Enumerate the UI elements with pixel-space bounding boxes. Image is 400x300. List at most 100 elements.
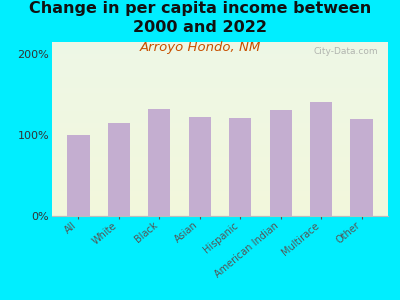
- Bar: [52, 168, 388, 169]
- Bar: [52, 194, 388, 195]
- Bar: [52, 192, 388, 193]
- Bar: [52, 66, 388, 67]
- Bar: [52, 82, 388, 83]
- Bar: [52, 102, 388, 103]
- Bar: [52, 98, 388, 99]
- Bar: [52, 104, 388, 105]
- Bar: [52, 161, 388, 162]
- Bar: [52, 119, 388, 120]
- Bar: [52, 88, 388, 89]
- Bar: [52, 175, 388, 176]
- Bar: [52, 174, 388, 175]
- Bar: [52, 52, 388, 53]
- Bar: [52, 154, 388, 155]
- Bar: [52, 185, 388, 186]
- Bar: [52, 170, 388, 171]
- Bar: [52, 63, 388, 64]
- Bar: [52, 207, 388, 208]
- Bar: [52, 196, 388, 197]
- Bar: [310, 102, 332, 216]
- Bar: [52, 45, 388, 46]
- Bar: [52, 118, 388, 119]
- Bar: [52, 181, 388, 182]
- Bar: [52, 54, 388, 55]
- Bar: [52, 147, 388, 148]
- Bar: [52, 163, 388, 164]
- Bar: [52, 74, 388, 75]
- Bar: [52, 171, 388, 172]
- Bar: [52, 191, 388, 192]
- Bar: [52, 123, 388, 124]
- Bar: [52, 79, 388, 80]
- Bar: [52, 42, 388, 43]
- Bar: [52, 59, 388, 60]
- Bar: [52, 155, 388, 156]
- Bar: [52, 182, 388, 183]
- Bar: [52, 201, 388, 202]
- Bar: [52, 164, 388, 165]
- Bar: [52, 167, 388, 168]
- Bar: [52, 70, 388, 71]
- Bar: [52, 48, 388, 49]
- Bar: [52, 77, 388, 78]
- Bar: [52, 75, 388, 76]
- Bar: [52, 55, 388, 56]
- Bar: [52, 200, 388, 201]
- Bar: [52, 135, 388, 136]
- Bar: [52, 56, 388, 57]
- Bar: [52, 100, 388, 101]
- Bar: [52, 209, 388, 210]
- Bar: [52, 179, 388, 180]
- Bar: [52, 122, 388, 123]
- Bar: [52, 193, 388, 194]
- Bar: [52, 71, 388, 72]
- Bar: [52, 173, 388, 174]
- Text: Change in per capita income between
2000 and 2022: Change in per capita income between 2000…: [29, 2, 371, 35]
- Bar: [108, 123, 130, 216]
- Bar: [52, 83, 388, 84]
- Bar: [52, 199, 388, 200]
- Bar: [52, 108, 388, 109]
- Bar: [52, 43, 388, 44]
- Bar: [52, 93, 388, 94]
- Bar: [52, 208, 388, 209]
- Bar: [52, 76, 388, 77]
- Bar: [52, 160, 388, 161]
- Bar: [52, 130, 388, 131]
- Bar: [52, 118, 388, 119]
- Bar: [52, 214, 388, 215]
- Bar: [52, 126, 388, 127]
- Bar: [52, 85, 388, 86]
- Text: Arroyo Hondo, NM: Arroyo Hondo, NM: [139, 40, 261, 53]
- Bar: [52, 95, 388, 96]
- Bar: [52, 58, 388, 59]
- Bar: [52, 149, 388, 150]
- Bar: [52, 152, 388, 153]
- Bar: [52, 159, 388, 160]
- Bar: [52, 146, 388, 147]
- Bar: [52, 166, 388, 167]
- Bar: [52, 101, 388, 102]
- Bar: [52, 121, 388, 122]
- Bar: [229, 118, 251, 216]
- Bar: [52, 117, 388, 118]
- Bar: [52, 87, 388, 88]
- Bar: [52, 94, 388, 95]
- Bar: [52, 109, 388, 110]
- Bar: [52, 145, 388, 146]
- Bar: [52, 60, 388, 61]
- Bar: [52, 113, 388, 114]
- Bar: [52, 197, 388, 198]
- Bar: [52, 177, 388, 178]
- Bar: [52, 215, 388, 216]
- Bar: [52, 51, 388, 52]
- Bar: [52, 141, 388, 142]
- Bar: [52, 62, 388, 63]
- Bar: [52, 115, 388, 116]
- Bar: [52, 139, 388, 140]
- Bar: [52, 133, 388, 134]
- Bar: [52, 136, 388, 137]
- Bar: [52, 143, 388, 144]
- Bar: [52, 180, 388, 181]
- Bar: [52, 142, 388, 143]
